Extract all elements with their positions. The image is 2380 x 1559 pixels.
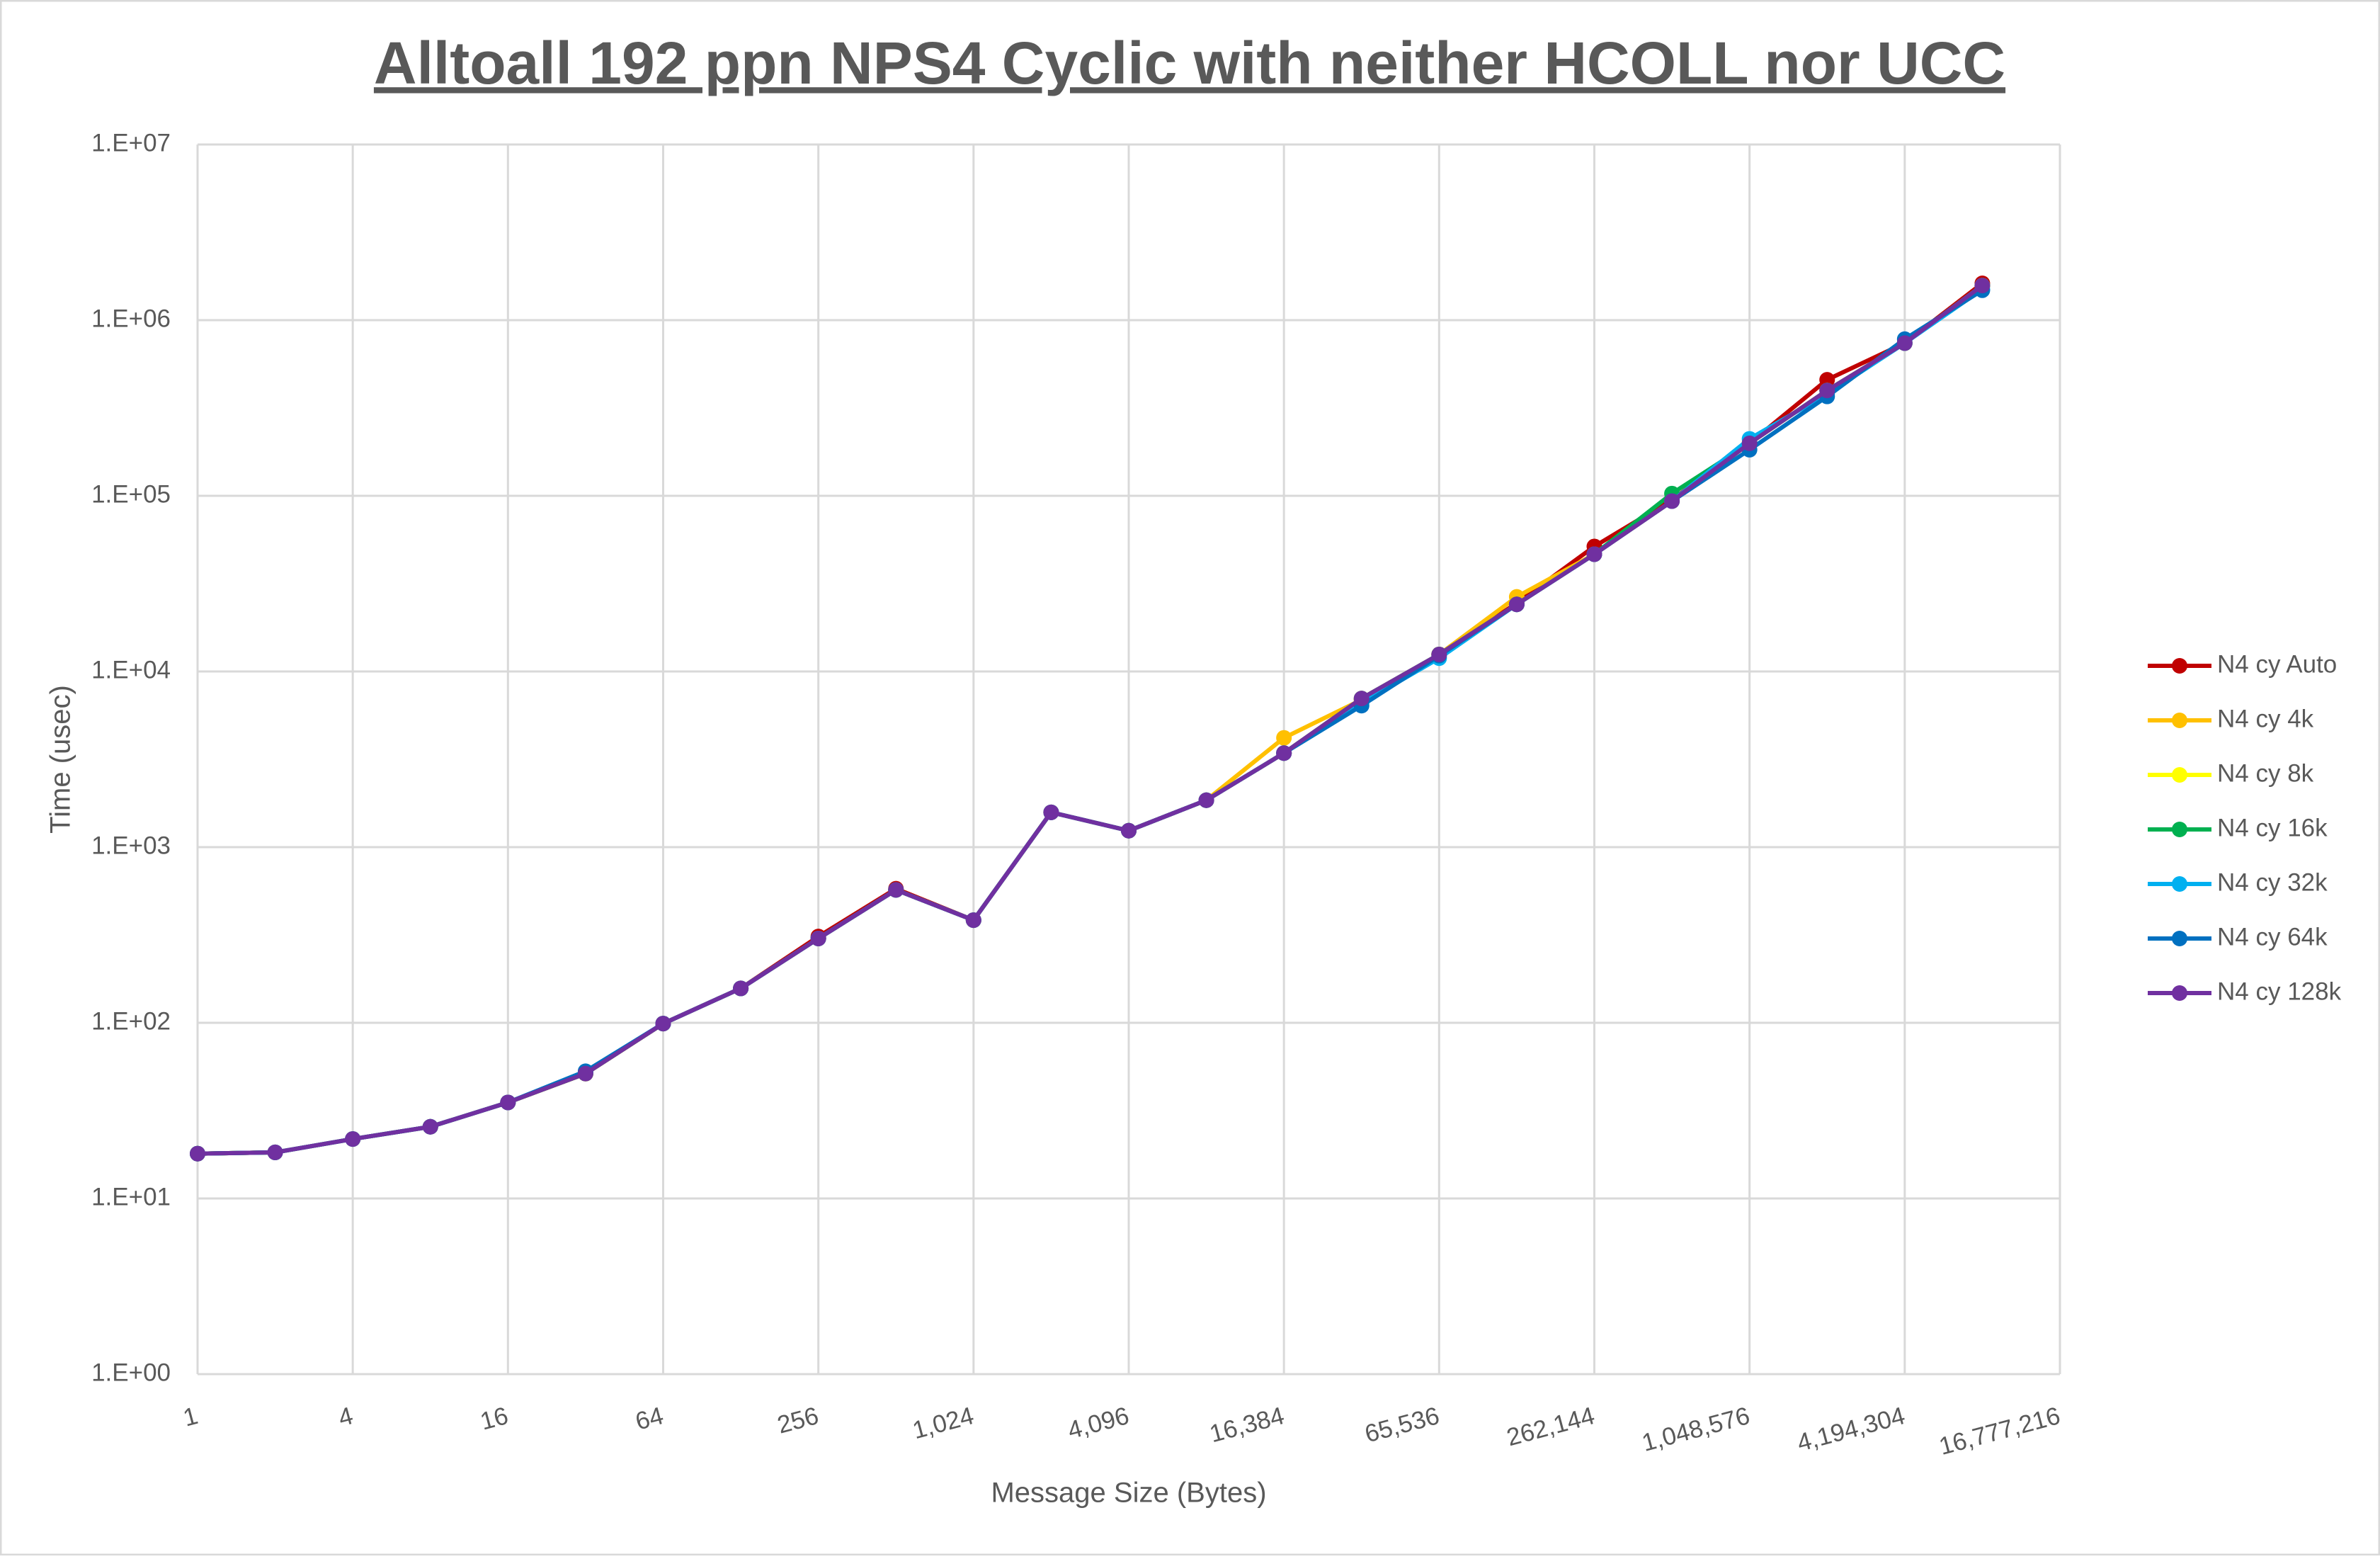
data-point <box>190 1145 205 1162</box>
y-tick-label: 1.E+06 <box>91 305 171 332</box>
data-point <box>345 1131 361 1147</box>
y-axis-label: Time (usec) <box>45 685 76 834</box>
data-point <box>1664 493 1680 509</box>
data-point <box>267 1144 283 1160</box>
legend-label: N4 cy 16k <box>2217 814 2328 841</box>
data-point <box>1431 646 1447 662</box>
legend-label: N4 cy 64k <box>2217 923 2328 951</box>
legend-marker <box>2172 658 2187 674</box>
data-point <box>1276 730 1292 746</box>
legend-marker <box>2172 713 2187 728</box>
x-axis-label: Message Size (Bytes) <box>991 1478 1266 1509</box>
y-tick-label: 1.E+03 <box>91 832 171 859</box>
y-tick-label: 1.E+01 <box>91 1183 171 1211</box>
y-tick-label: 1.E+05 <box>91 480 171 508</box>
legend-label: N4 cy 32k <box>2217 868 2328 896</box>
chart-title: Alltoall 192 ppn NPS4 Cyclic with neithe… <box>374 30 2005 96</box>
y-tick-label: 1.E+00 <box>91 1359 171 1386</box>
data-point <box>1741 435 1758 451</box>
data-point <box>1819 372 1835 388</box>
legend-marker <box>2172 931 2187 946</box>
series-line <box>197 283 1984 1156</box>
legend-marker <box>2172 876 2187 892</box>
data-point <box>1508 596 1525 613</box>
y-tick-label: 1.E+07 <box>91 129 171 157</box>
data-point <box>888 882 904 898</box>
data-point <box>810 930 826 946</box>
data-point <box>965 912 981 929</box>
y-tick-label: 1.E+04 <box>91 656 171 684</box>
legend-label: N4 cy 4k <box>2217 705 2314 732</box>
data-point <box>422 1118 438 1135</box>
series: N4 cy 128k <box>190 278 2342 1162</box>
legend-label: N4 cy 128k <box>2217 977 2342 1005</box>
data-point <box>1819 382 1835 399</box>
data-point <box>733 980 749 997</box>
data-point <box>1974 278 1991 294</box>
data-point <box>1043 804 1059 820</box>
data-point <box>1586 546 1602 562</box>
data-point <box>655 1016 671 1032</box>
data-point <box>500 1094 516 1111</box>
legend-label: N4 cy Auto <box>2217 650 2337 678</box>
data-point <box>1353 691 1370 707</box>
y-tick-label: 1.E+02 <box>91 1007 171 1035</box>
data-point <box>1121 822 1137 839</box>
data-point <box>577 1065 593 1082</box>
legend-marker <box>2172 822 2187 837</box>
legend-label: N4 cy 8k <box>2217 759 2314 787</box>
legend-marker <box>2172 985 2187 1001</box>
data-point <box>1896 335 1913 351</box>
data-point <box>1198 792 1214 808</box>
legend-marker <box>2172 767 2187 783</box>
data-point <box>1276 745 1292 761</box>
